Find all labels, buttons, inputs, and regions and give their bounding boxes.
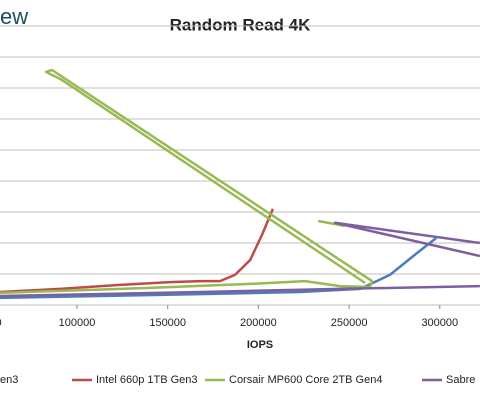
x-tick-label: 50000 [0, 317, 2, 329]
series-line [0, 221, 480, 298]
legend-label: Sabre [446, 374, 475, 386]
series-line [0, 208, 275, 294]
legend-label: Corsair MP600 Core 2TB Gen4 [229, 374, 382, 386]
series-line [0, 237, 437, 300]
chart-title: Random Read 4K [170, 15, 311, 34]
x-tick-label: 100000 [59, 317, 96, 329]
x-axis-title: IOPS [247, 339, 273, 351]
x-tick-label: 300000 [421, 317, 458, 329]
x-tick-label: 150000 [149, 317, 186, 329]
legend-label: Intel 660p 1TB Gen3 [96, 374, 198, 386]
x-tick-label: 200000 [240, 317, 277, 329]
watermark: ew [0, 4, 28, 29]
x-tick-label: 250000 [331, 317, 368, 329]
legend-label: en3 [0, 374, 18, 386]
